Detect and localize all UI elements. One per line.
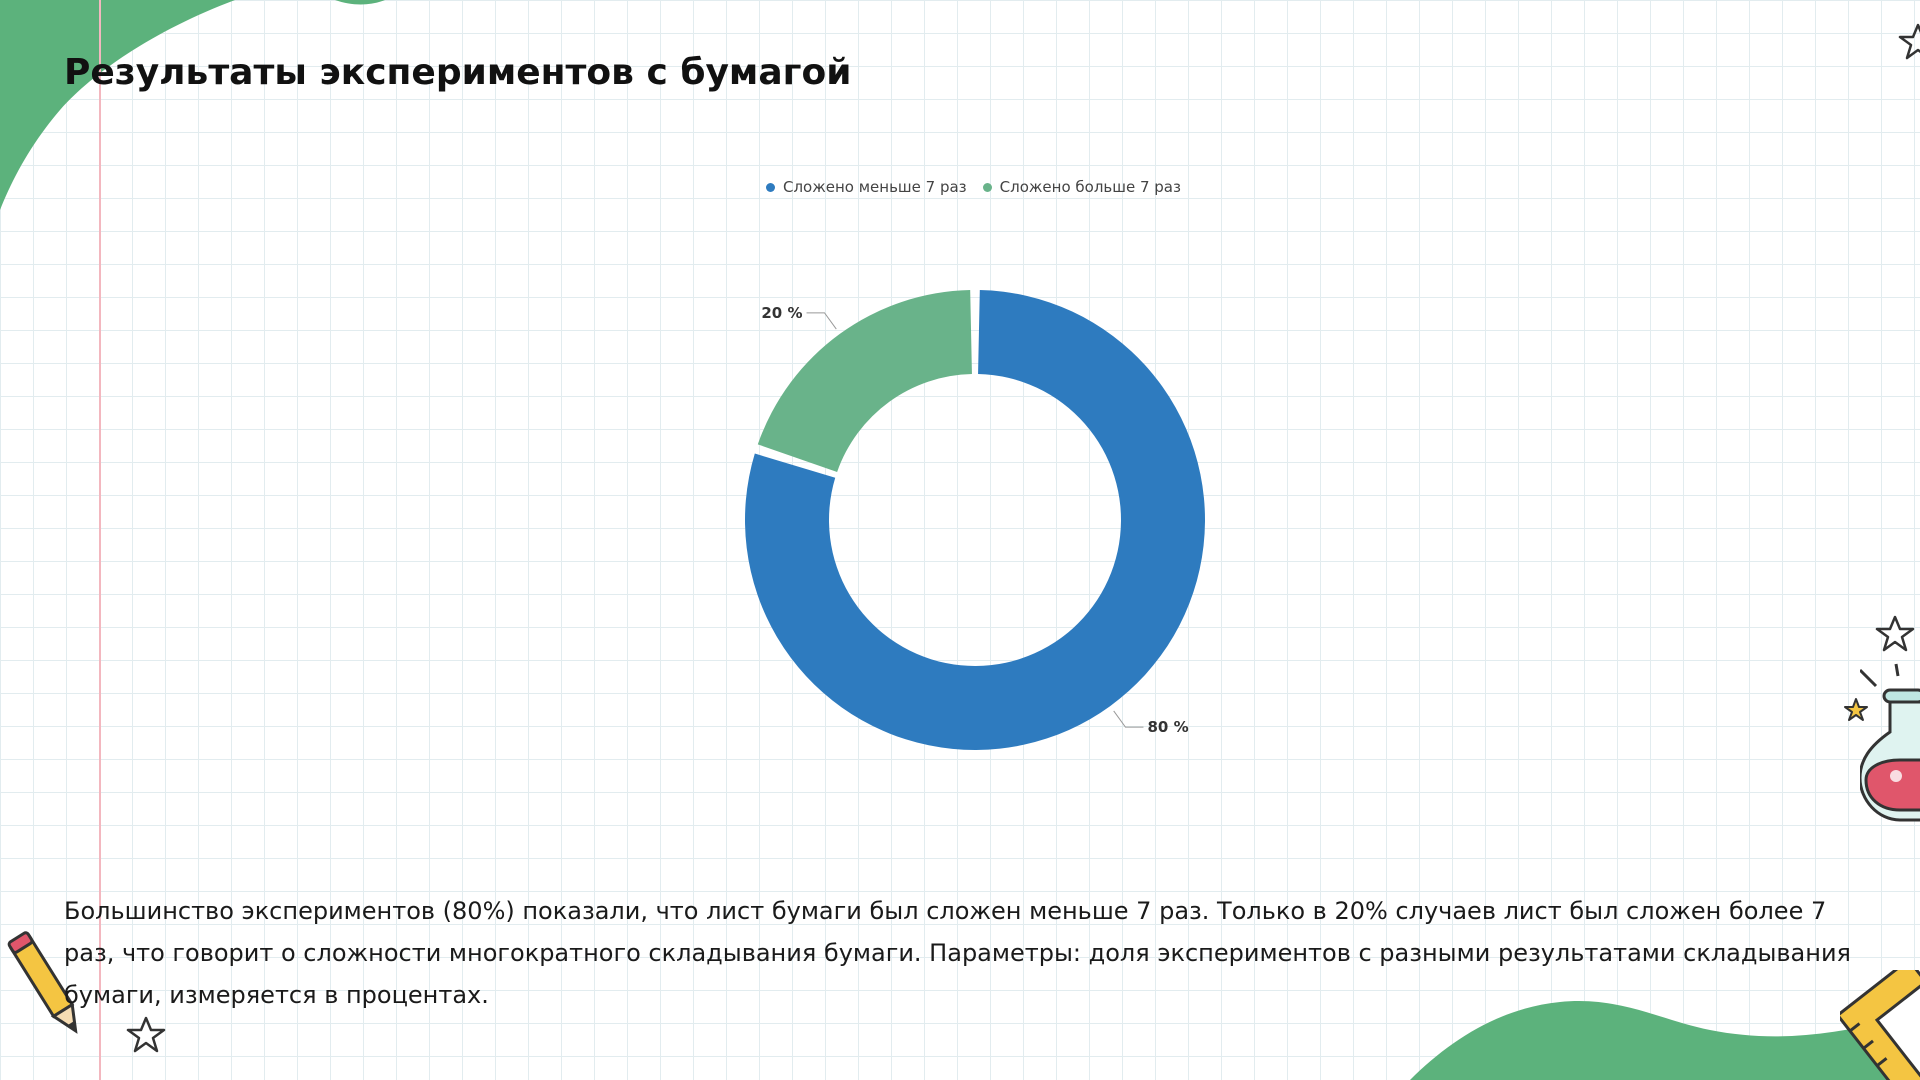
data-label-0: 80 % <box>1147 718 1188 736</box>
leader-line-1 <box>806 312 837 330</box>
pencil-icon <box>7 931 78 1034</box>
legend-label-more: Сложено больше 7 раз <box>999 178 1181 196</box>
star-icon-top-right <box>1898 23 1920 60</box>
leader-line-0 <box>1113 710 1144 728</box>
legend-label-less: Сложено меньше 7 раз <box>783 178 967 196</box>
legend-marker-less <box>766 182 775 192</box>
corner-blob-top-left <box>0 0 385 210</box>
legend-item-less[interactable]: Сложено меньше 7 раз <box>766 178 967 196</box>
legend-item-more[interactable]: Сложено больше 7 раз <box>982 178 1181 196</box>
donut-slice-1[interactable] <box>757 290 972 472</box>
hill-blob-bottom-right <box>1410 1001 1920 1080</box>
chart-legend: Сложено меньше 7 раз Сложено больше 7 ра… <box>766 178 1197 196</box>
data-label-1: 20 % <box>761 304 802 322</box>
notebook-margin-line <box>99 0 101 1080</box>
star-icon <box>126 1016 166 1053</box>
ruler-icon <box>1840 970 1920 1080</box>
star-icon-right <box>1875 615 1915 652</box>
page-title: Результаты экспериментов с бумагой <box>64 52 852 93</box>
star-icon-small-yellow <box>1844 698 1868 721</box>
legend-marker-more <box>982 182 992 192</box>
donut-slice-0[interactable] <box>744 290 1205 750</box>
chart-description: Большинство экспериментов (80%) показали… <box>64 897 1851 1009</box>
flask-icon <box>1860 663 1920 822</box>
